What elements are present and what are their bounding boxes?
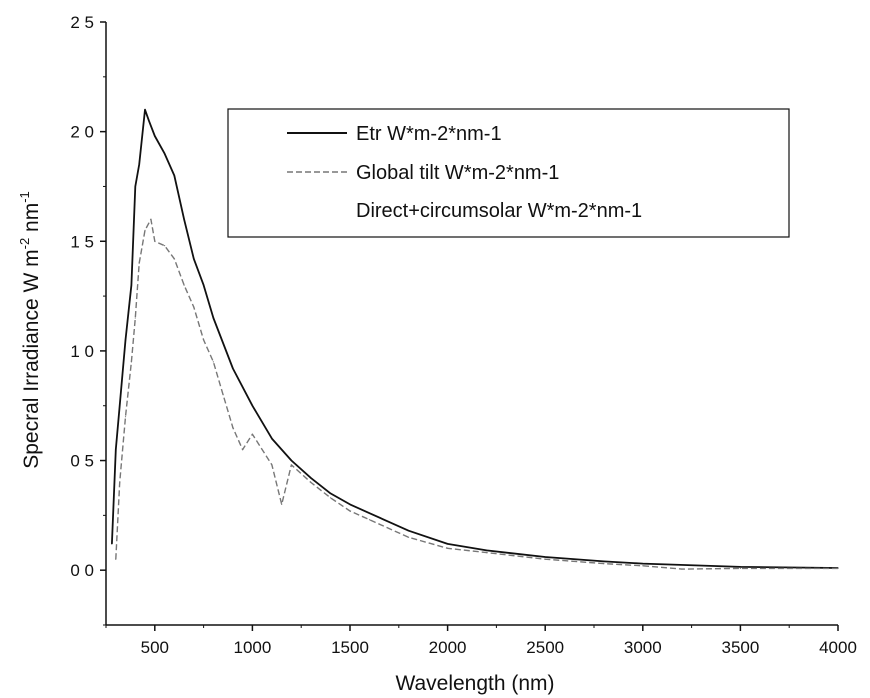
series-1-point [388,527,390,530]
series-1-point [193,306,195,308]
series-1-point [642,565,644,567]
series-0-point [642,563,644,565]
series-1-point [310,481,312,484]
x-tick-label: 3000 [624,638,662,657]
series-0-point [119,405,121,407]
series-0-point [144,109,146,111]
series-0-point [349,503,351,505]
series-0-point [603,560,605,563]
y-tick-label: 2 0 [70,123,94,142]
x-tick-label: 4000 [819,638,857,657]
legend: Etr W*m-2*nm-1 Global tilt W*m-2*nm-1 Di… [227,108,790,238]
series-1-point [271,464,273,466]
y-axis-label: Specral Irradiance W m-2 nm-1 [17,191,43,469]
series-0-point [148,120,150,122]
x-tick-label: 500 [141,638,169,657]
series-1-point [368,519,371,521]
legend-box [227,108,790,238]
series-line-1 [115,218,838,570]
legend-label-direct: Direct+circumsolar W*m-2*nm-1 [356,200,642,222]
x-tick-label: 2500 [526,638,564,657]
series-0-point [124,339,127,341]
series-1-point [242,448,244,451]
x-tick-label: 2000 [429,638,467,657]
y-axis-label-mid: nm [20,203,43,238]
series-1-point [329,497,332,499]
series-0-point [407,530,410,532]
series-0-point [203,284,205,286]
legend-label-etr: Etr W*m-2*nm-1 [356,123,502,145]
series-1-point [544,558,546,560]
x-tick-label: 1500 [331,638,369,657]
series-1-point [203,339,205,341]
series-layer [111,108,839,570]
series-1-point [115,558,117,560]
y-axis-label-main: Specral Irradiance W m [20,249,43,468]
series-1-point [183,284,185,286]
series-1-point [124,416,127,418]
y-ticks: 0 0 0 5 1 0 1 5 2 0 2 5 [70,13,106,626]
x-axis-label: Wavelength (nm) [395,672,554,695]
y-tick-label: 0 0 [70,561,94,580]
series-0-point [388,521,390,523]
series-1-point [290,464,293,466]
series-0-point [173,174,175,177]
series-1-point [681,568,683,570]
series-1-point [739,567,742,570]
series-0-point [739,566,742,568]
series-0-point [154,135,156,137]
series-0-point [193,258,195,260]
series-0-point [212,317,214,319]
series-1-point [837,567,839,570]
series-0-point [329,492,332,495]
series-1-point [349,510,351,512]
series-0-point [183,218,185,220]
series-1-point [138,262,140,264]
y-axis-label-sup2: -1 [17,191,32,203]
x-tick-label: 3500 [721,638,759,657]
y-tick-label: 1 0 [70,342,94,361]
series-1-point [281,503,283,505]
series-1-point [154,240,156,242]
series-0-point [310,477,312,479]
series-1-point [486,552,488,554]
series-1-point [251,433,253,435]
x-tick-label: 1000 [233,638,271,657]
series-0-point [447,543,449,545]
series-0-point [251,405,253,407]
series-0-point [163,152,166,155]
series-1-point [144,229,146,231]
series-0-point [130,284,132,286]
series-1-point [407,536,410,538]
series-0-point [271,438,273,440]
x-ticks: 500 1000 1500 2000 2500 3000 3500 4000 [105,625,857,657]
legend-label-global: Global tilt W*m-2*nm-1 [356,162,559,184]
series-1-point [603,563,605,565]
y-tick-label: 1 5 [70,232,94,251]
series-0-point [544,556,546,558]
series-0-point [115,448,117,451]
series-1-point [212,361,214,363]
series-0-point [134,185,136,188]
series-1-point [150,218,152,220]
series-0-point [111,543,113,545]
series-0-point [368,512,371,514]
series-1-point [173,258,175,260]
series-1-point [134,317,136,319]
series-0-point [290,459,293,462]
series-0-point [486,549,488,552]
series-1-point [232,427,234,429]
series-1-point [130,361,132,363]
y-tick-label: 2 5 [70,13,94,32]
series-1-point [447,547,449,549]
series-1-point [163,245,166,247]
series-0-point [138,163,140,166]
series-1-point [119,481,121,484]
series-0-point [232,367,234,370]
y-axis-label-sup1: -2 [17,238,32,250]
series-1-point [222,394,224,396]
y-tick-label: 0 5 [70,452,94,471]
